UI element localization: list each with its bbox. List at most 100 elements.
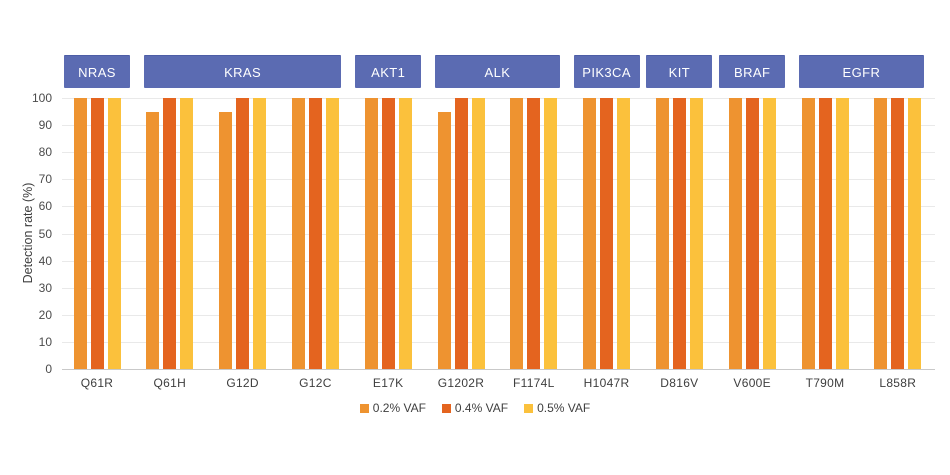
x-axis-label: G12C	[299, 376, 332, 390]
bar-group-e17k	[364, 98, 412, 369]
x-axis-label: Q61R	[80, 376, 114, 390]
bar-g1202r-0.5vaf	[471, 98, 485, 369]
gridline	[62, 179, 935, 181]
bar-g12d-0.4vaf	[236, 98, 250, 369]
x-axis-line	[62, 369, 935, 370]
x-axis-label: L858R	[879, 376, 917, 390]
bar-q61h-0.2vaf	[146, 111, 160, 369]
legend-swatch	[359, 403, 369, 413]
bar-d816v-0.5vaf	[689, 98, 703, 369]
bar-t790m-0.4vaf	[818, 98, 832, 369]
gridline	[62, 125, 935, 127]
y-tick-label: 70	[38, 172, 52, 187]
y-tick-label: 100	[31, 91, 52, 105]
gene-band-kit: KIT	[646, 55, 713, 88]
bar-g12c-0.2vaf	[291, 98, 305, 369]
bar-g1202r-0.4vaf	[454, 98, 468, 369]
gridline	[62, 233, 935, 235]
x-axis-label: G1202R	[437, 376, 485, 390]
y-tick-label: 30	[38, 280, 52, 295]
bar-group-d816v	[655, 98, 703, 369]
bar-q61r-0.5vaf	[107, 98, 121, 369]
x-axis-label: Q61H	[153, 376, 187, 390]
y-tick-label: 10	[38, 334, 52, 349]
gene-band-akt1: AKT1	[355, 55, 422, 88]
bar-g12d-0.2vaf	[219, 111, 233, 369]
bar-v600e-0.2vaf	[728, 98, 742, 369]
y-tick-label: 20	[38, 307, 52, 322]
x-axis-label: E17K	[372, 376, 404, 390]
gene-band-nras: NRAS	[64, 55, 130, 88]
gridline	[62, 152, 935, 154]
bar-group-g12c	[291, 98, 339, 369]
bar-group-l858r	[874, 98, 922, 369]
gridline	[62, 314, 935, 316]
y-tick-label: 60	[38, 199, 52, 214]
bar-g1202r-0.2vaf	[437, 111, 451, 369]
y-tick-label: 0	[45, 362, 52, 376]
y-tick-label: 80	[38, 145, 52, 160]
bar-group-t790m	[801, 98, 849, 369]
legend-label: 0.4% VAF	[454, 401, 509, 415]
bar-e17k-0.5vaf	[398, 98, 412, 369]
gene-band-braf: BRAF	[719, 55, 786, 88]
legend-item-0.2vaf: 0.2% VAF	[359, 401, 426, 415]
gridline	[62, 98, 935, 99]
bar-group-f1174l	[510, 98, 558, 369]
y-tick-label: 90	[38, 118, 52, 133]
bar-v600e-0.5vaf	[762, 98, 776, 369]
bar-group-q61r	[73, 98, 121, 369]
gene-band-kras: KRAS	[143, 55, 342, 88]
y-tick-label: 40	[38, 253, 52, 268]
bar-f1174l-0.2vaf	[510, 98, 524, 369]
gridline	[62, 341, 935, 343]
legend-swatch	[441, 403, 451, 413]
x-axis-label: T790M	[805, 376, 845, 390]
x-axis-label: V600E	[733, 376, 771, 390]
gridline	[62, 287, 935, 289]
bar-h1047r-0.2vaf	[583, 98, 597, 369]
bar-f1174l-0.4vaf	[527, 98, 541, 369]
bar-d816v-0.4vaf	[672, 98, 686, 369]
bar-v600e-0.4vaf	[745, 98, 759, 369]
x-axis-label: F1174L	[512, 376, 555, 390]
bar-l858r-0.5vaf	[908, 98, 922, 369]
x-axis-label: G12D	[226, 376, 259, 390]
bar-q61r-0.2vaf	[73, 98, 87, 369]
x-axis-label: H1047R	[583, 376, 630, 390]
bar-group-q61h	[146, 98, 194, 369]
bar-e17k-0.4vaf	[381, 98, 395, 369]
bar-h1047r-0.4vaf	[600, 98, 614, 369]
gridline	[62, 260, 935, 262]
bar-q61h-0.5vaf	[180, 98, 194, 369]
bar-q61r-0.4vaf	[90, 98, 104, 369]
bar-g12c-0.4vaf	[308, 98, 322, 369]
legend-item-0.4vaf: 0.4% VAF	[441, 401, 509, 415]
gene-band-pik3ca: PIK3CA	[573, 55, 640, 88]
bar-group-v600e	[728, 98, 776, 369]
bar-l858r-0.2vaf	[874, 98, 888, 369]
legend-label: 0.5% VAF	[537, 401, 591, 415]
x-axis-label: D816V	[660, 376, 699, 390]
gridline	[62, 206, 935, 208]
bar-l858r-0.4vaf	[891, 98, 905, 369]
bar-h1047r-0.5vaf	[617, 98, 631, 369]
legend-label: 0.2% VAF	[372, 401, 426, 415]
bar-group-h1047r	[583, 98, 631, 369]
bar-e17k-0.2vaf	[364, 98, 378, 369]
gene-band-alk: ALK	[435, 55, 560, 88]
bar-t790m-0.5vaf	[835, 98, 849, 369]
legend: 0.2% VAF 0.4% VAF 0.5% VAF	[0, 401, 950, 415]
bar-t790m-0.2vaf	[801, 98, 815, 369]
bar-group-g12d	[219, 98, 267, 369]
legend-item-0.5vaf: 0.5% VAF	[524, 401, 590, 415]
bar-q61h-0.4vaf	[163, 98, 177, 369]
gene-band-egfr: EGFR	[799, 55, 924, 88]
bar-f1174l-0.5vaf	[544, 98, 558, 369]
y-tick-label: 50	[38, 226, 52, 241]
bar-group-g1202r	[437, 98, 485, 369]
plot-area	[62, 98, 935, 370]
legend-swatch	[524, 403, 534, 413]
bar-g12d-0.5vaf	[253, 98, 267, 369]
